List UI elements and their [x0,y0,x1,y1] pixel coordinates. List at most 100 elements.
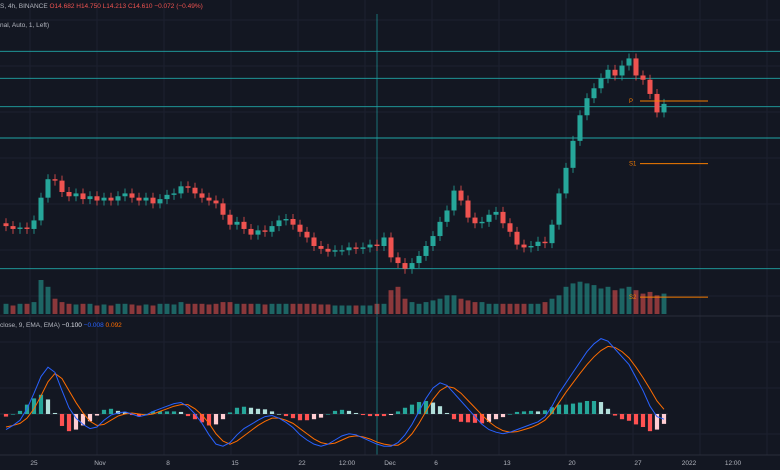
x-axis-ticks: 25 Nov 8 15 22 12:00 Dec 6 13 20 27 2022 12:00 [30,460,741,467]
volume-bar [591,285,597,314]
macd-histogram-bar [255,408,261,414]
macd-histogram-bar [73,414,79,430]
macd-histogram-bar [654,414,660,430]
macd-histogram-bar [171,411,177,414]
macd-histogram-bar [262,409,268,414]
volume-bar [633,290,639,314]
volume-bar [3,303,9,314]
macd-histogram-bar [297,414,303,421]
volume-bar [17,303,23,314]
candle-body [605,69,611,79]
candle-body [458,190,464,201]
candle-body [10,226,16,229]
macd-histogram-bar [192,414,198,420]
indicator-params: nal, Auto, 1, Left) [0,22,50,29]
volume-bar [87,303,93,314]
macd-histogram-bar [444,412,450,414]
volume-bar [549,298,555,314]
candle-body [290,219,296,225]
volume-bar [395,286,401,314]
volume-bar [311,303,317,314]
signal-line [5,345,665,446]
macd-histogram-bar [332,410,338,414]
candle-body [549,224,555,244]
macd-histogram-bar [290,414,296,419]
symbol-exchange: S, 4h, BINANCE [0,3,48,10]
macd-histogram-bar [598,402,604,414]
volume-bar [248,303,254,314]
candle-body [500,211,506,224]
macd-histogram-bar [3,414,9,417]
macd-histogram-bar [479,414,485,424]
high-value: H14.750 [76,3,101,10]
x-axis-tick-label: Nov [94,460,106,467]
macd-histogram-bar [542,410,548,414]
candle-body [304,231,310,238]
macd-histogram-bar [45,399,51,414]
candle-body [80,193,86,200]
macd-histogram-bar [500,414,506,418]
volume-bar [612,290,618,314]
candle-body [150,197,156,204]
macd-histogram-bar [157,411,163,414]
volume-bar [493,303,499,314]
volume-bar [290,303,296,314]
candle-body [24,227,30,229]
volume-bar [353,305,359,314]
macd-histogram-bar [612,414,618,416]
candle-body [542,241,548,244]
volume-bar [157,303,163,314]
volume-bar [234,303,240,314]
volume-bar [66,303,72,314]
macd-histogram-bar [304,414,310,421]
volume-bar [297,303,303,314]
volume-bars [3,280,667,314]
open-value: O14.682 [49,3,75,10]
macd-histogram-bar [318,414,324,418]
candle-body [220,203,226,215]
candle-body [143,197,149,201]
volume-bar [521,303,527,314]
candle-body [248,228,254,235]
macd-histogram-bar [185,414,191,417]
macd-histogram-bar [591,401,597,414]
macd-histogram-bar [115,410,121,414]
candlestick-series [3,53,667,274]
candle-body [318,246,324,249]
candle-body [374,244,380,246]
candle-body [556,193,562,225]
x-axis-tick-label: 2022 [682,460,697,467]
candle-body [346,247,352,251]
macd-histogram-bar [458,414,464,422]
macd-histogram-bar [122,411,128,414]
macd-histogram-bar [213,414,219,425]
volume-bar [416,303,422,314]
macd-histogram-bar [311,414,317,420]
volume-bar [101,304,107,314]
candle-body [227,214,233,225]
x-axis-tick-label: 13 [503,460,511,467]
candle-body [577,115,583,141]
horizontal-levels[interactable] [0,50,780,270]
volume-bar [178,302,184,314]
candle-body [241,221,247,229]
macd-histogram-bar [59,414,65,426]
volume-bar [584,283,590,314]
macd-histogram-bar [87,414,93,422]
volume-bar [213,303,219,314]
volume-bar [325,304,331,314]
volume-bar [199,303,205,314]
macd-histogram-bar [101,409,107,414]
macd-histogram-bar [52,412,58,414]
candle-body [17,227,23,229]
close-value: C14.610 [127,3,153,10]
volume-bar [577,281,583,314]
candle-body [367,244,373,248]
candle-body [353,247,359,249]
macd-histogram-bar [409,404,415,414]
macd-histogram-bar [108,408,114,414]
volume-bar [507,303,513,314]
candle-body [472,217,478,224]
